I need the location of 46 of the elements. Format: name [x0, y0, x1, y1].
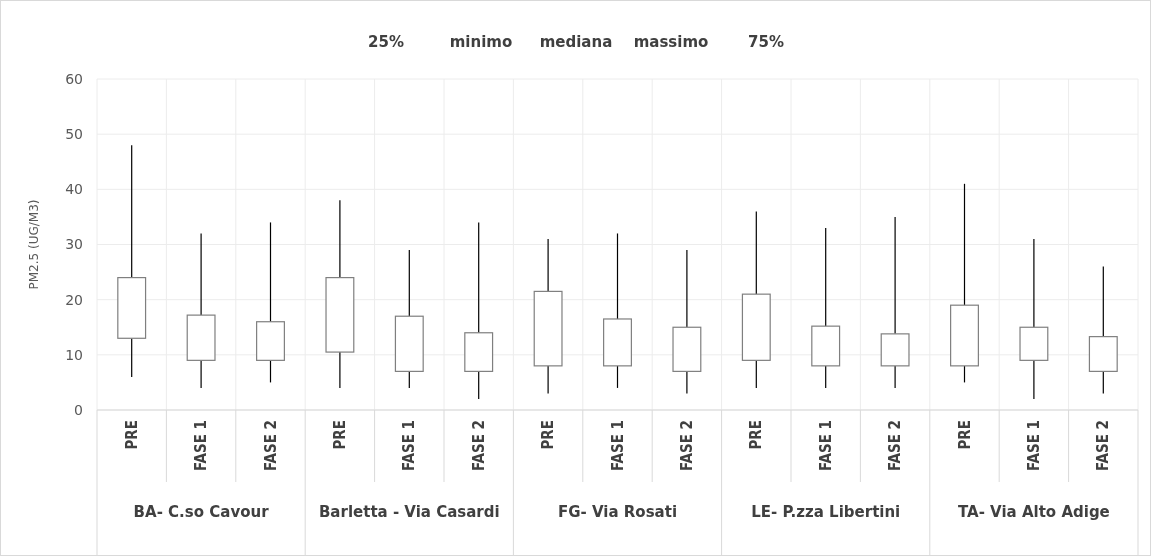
- x-tick-label: FASE 1: [400, 420, 419, 471]
- text: TA- Via Alto Adige: [957, 503, 1110, 521]
- y-tick-label: 40: [65, 181, 83, 198]
- text: mediana: [539, 33, 613, 51]
- text: 75%: [748, 33, 784, 51]
- text: massimo: [633, 33, 709, 51]
- text: 25%: [368, 33, 404, 51]
- candlestick: [603, 232, 632, 389]
- candlestick: [1088, 265, 1118, 395]
- x-tick-label: PRE: [955, 420, 974, 450]
- y-tick-label: 10: [65, 346, 83, 363]
- x-tick-label: PRE: [122, 420, 141, 450]
- candlestick: [256, 221, 285, 384]
- x-tick-label: PRE: [747, 420, 766, 450]
- candlestick: [533, 238, 563, 395]
- text: FG- Via Rosati: [557, 503, 678, 521]
- x-tick-label: PRE: [539, 420, 558, 450]
- x-tick-label: FASE 1: [192, 420, 211, 471]
- candlestick: [672, 249, 702, 395]
- candlestick: [117, 144, 147, 378]
- x-tick-label: FASE 1: [1024, 420, 1043, 471]
- y-tick-label: 50: [65, 126, 83, 143]
- candlestick: [880, 216, 910, 389]
- x-tick-label: FASE 2: [469, 420, 488, 471]
- candlestick: [1019, 238, 1049, 400]
- x-tick-label: PRE: [330, 420, 349, 450]
- x-tick-label: FASE 2: [1094, 420, 1113, 471]
- y-tick-label: 30: [65, 236, 83, 253]
- y-tick-label: 60: [65, 70, 83, 87]
- text: minimo: [449, 33, 513, 51]
- text: BA- C.so Cavour: [133, 503, 270, 521]
- x-tick-label: FASE 2: [261, 420, 280, 471]
- x-tick-label: FASE 2: [886, 420, 905, 471]
- text: Barletta - Via Casardi: [318, 503, 500, 521]
- candlestick: [741, 210, 771, 389]
- candlestick: [325, 199, 355, 389]
- y-axis-title: PM2.5 (UG/M3): [27, 199, 41, 290]
- x-tick-label: FASE 1: [608, 420, 627, 471]
- x-tick-label: FASE 1: [816, 420, 835, 471]
- x-tick-label: FASE 2: [677, 420, 696, 471]
- candlestick: [186, 232, 216, 389]
- candlestick: [811, 227, 841, 389]
- candlestick: [464, 221, 494, 400]
- y-tick-label: 20: [65, 291, 83, 308]
- text: LE- P.zza Libertini: [751, 503, 901, 521]
- y-tick-label: 0: [74, 401, 83, 418]
